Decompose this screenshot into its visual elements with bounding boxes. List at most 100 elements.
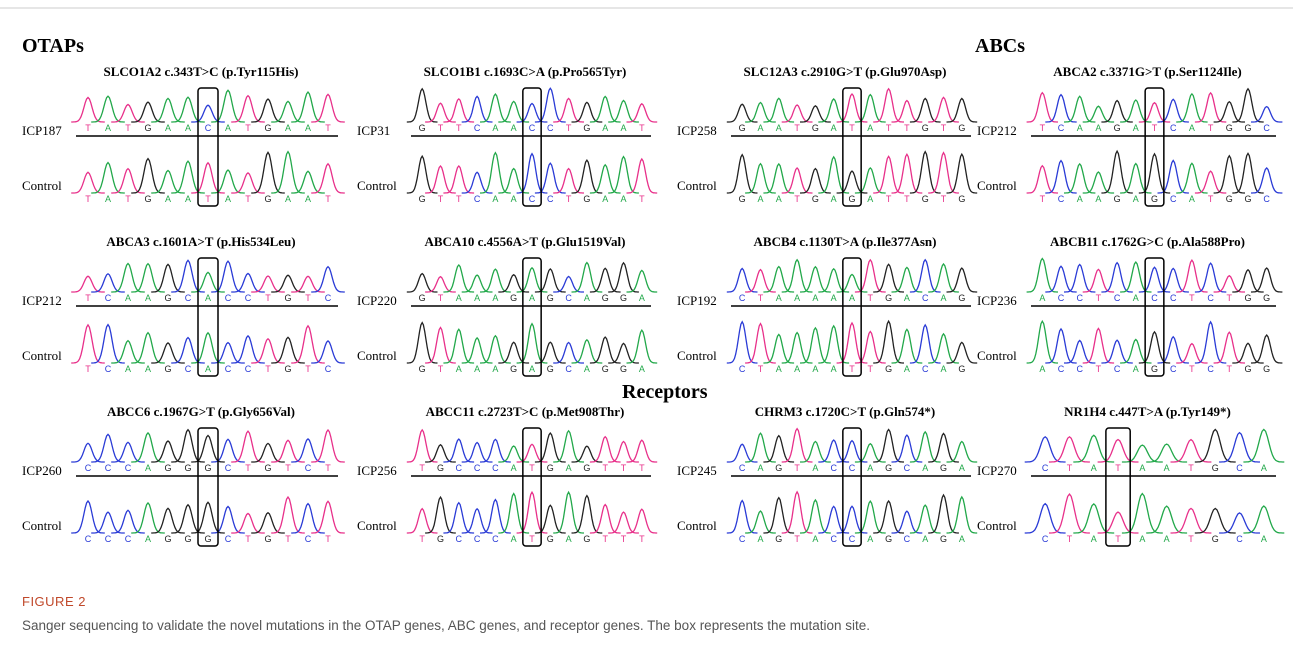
base-letter: C [1058,194,1065,204]
base-letter: T [566,123,572,133]
base-letter: G [940,534,947,544]
base-letter: A [1261,463,1267,473]
base-letter: A [165,194,171,204]
base-letter: T [1115,463,1121,473]
sample-label: ICP258 [677,123,717,138]
base-letter: A [621,123,627,133]
base-letter: G [1263,293,1270,303]
chromatogram-peak [131,503,165,533]
base-letter: A [474,293,480,303]
base-letter: C [1170,293,1177,303]
base-letter: C [474,534,481,544]
base-letter: A [474,364,480,374]
base-letter: T [1067,463,1073,473]
base-letter: T [1040,194,1046,204]
base-letter: T [621,463,627,473]
chromatogram-peak [1049,494,1090,533]
base-letter: A [904,293,910,303]
base-letter: A [867,194,873,204]
figure: OTAPs ABCs Receptors FIGURE 2 Sanger seq… [0,0,1293,657]
base-letter: A [285,123,291,133]
chromatogram-peak [443,265,474,292]
base-letter: A [922,463,928,473]
base-letter: G [1244,194,1251,204]
base-letter: A [492,194,498,204]
base-letter: T [419,534,425,544]
control-label: Control [357,178,397,193]
base-letter: G [922,194,929,204]
base-letter: A [1261,534,1267,544]
chromatogram-peak [1232,89,1263,122]
base-letter: C [1151,293,1158,303]
base-letter: T [265,293,271,303]
base-letter: A [529,293,535,303]
base-letter: C [474,123,481,133]
base-letter: A [584,364,590,374]
base-letter: G [739,194,746,204]
base-letter: A [1077,194,1083,204]
base-letter: C [225,293,232,303]
base-letter: T [849,364,855,374]
base-letter: A [794,364,800,374]
base-letter: G [958,123,965,133]
chromatogram-peak [407,430,438,462]
base-letter: T [325,194,331,204]
base-letter: A [639,364,645,374]
base-letter: T [285,534,291,544]
base-letter: T [245,534,251,544]
panel-title: ABCB4 c.1130T>A (p.Ile377Asn) [754,234,937,249]
base-letter: C [185,364,192,374]
chromatogram-peak [818,157,849,193]
base-letter: T [529,534,535,544]
base-letter: A [904,364,910,374]
base-letter: C [1236,534,1243,544]
chromatogram-peak [480,153,511,193]
base-letter: T [904,194,910,204]
base-letter: T [305,364,311,374]
base-letter: G [547,534,554,544]
chromatogram-peak [1243,506,1284,533]
chromatogram-peak [211,261,245,292]
base-letter: C [492,534,499,544]
mutation-box [843,258,861,376]
base-letter: A [941,364,947,374]
base-letter: T [639,194,645,204]
base-letter: A [1095,123,1101,133]
base-letter: A [812,463,818,473]
base-letter: C [1207,364,1214,374]
base-letter: C [105,293,112,303]
base-letter: A [511,123,517,133]
base-letter: A [1039,364,1045,374]
base-letter: G [264,463,271,473]
base-letter: T [85,194,91,204]
base-letter: A [105,123,111,133]
sample-label: ICP212 [22,293,62,308]
base-letter: C [739,364,746,374]
base-letter: G [958,293,965,303]
chromatogram-peak [517,154,548,193]
base-letter: G [164,293,171,303]
chromatogram-peak [727,501,758,533]
control-label: Control [22,348,62,363]
base-letter: T [794,463,800,473]
base-letter: C [185,293,192,303]
base-letter: T [941,194,947,204]
base-letter: C [1058,293,1065,303]
sample-label: ICP31 [357,123,390,138]
chromatogram-peak [1083,329,1114,364]
base-letter: C [105,463,112,473]
base-letter: C [849,463,856,473]
base-letter: G [1226,123,1233,133]
chromatogram-peak [171,430,205,462]
base-letter: T [245,463,251,473]
base-letter: A [794,293,800,303]
base-letter: G [620,364,627,374]
base-letter: A [305,194,311,204]
base-letter: A [776,293,782,303]
chromatogram-peak [1251,335,1282,363]
base-letter: G [144,123,151,133]
base-letter: T [849,123,855,133]
base-letter: T [639,534,645,544]
base-letter: C [1076,364,1083,374]
base-letter: C [1076,293,1083,303]
